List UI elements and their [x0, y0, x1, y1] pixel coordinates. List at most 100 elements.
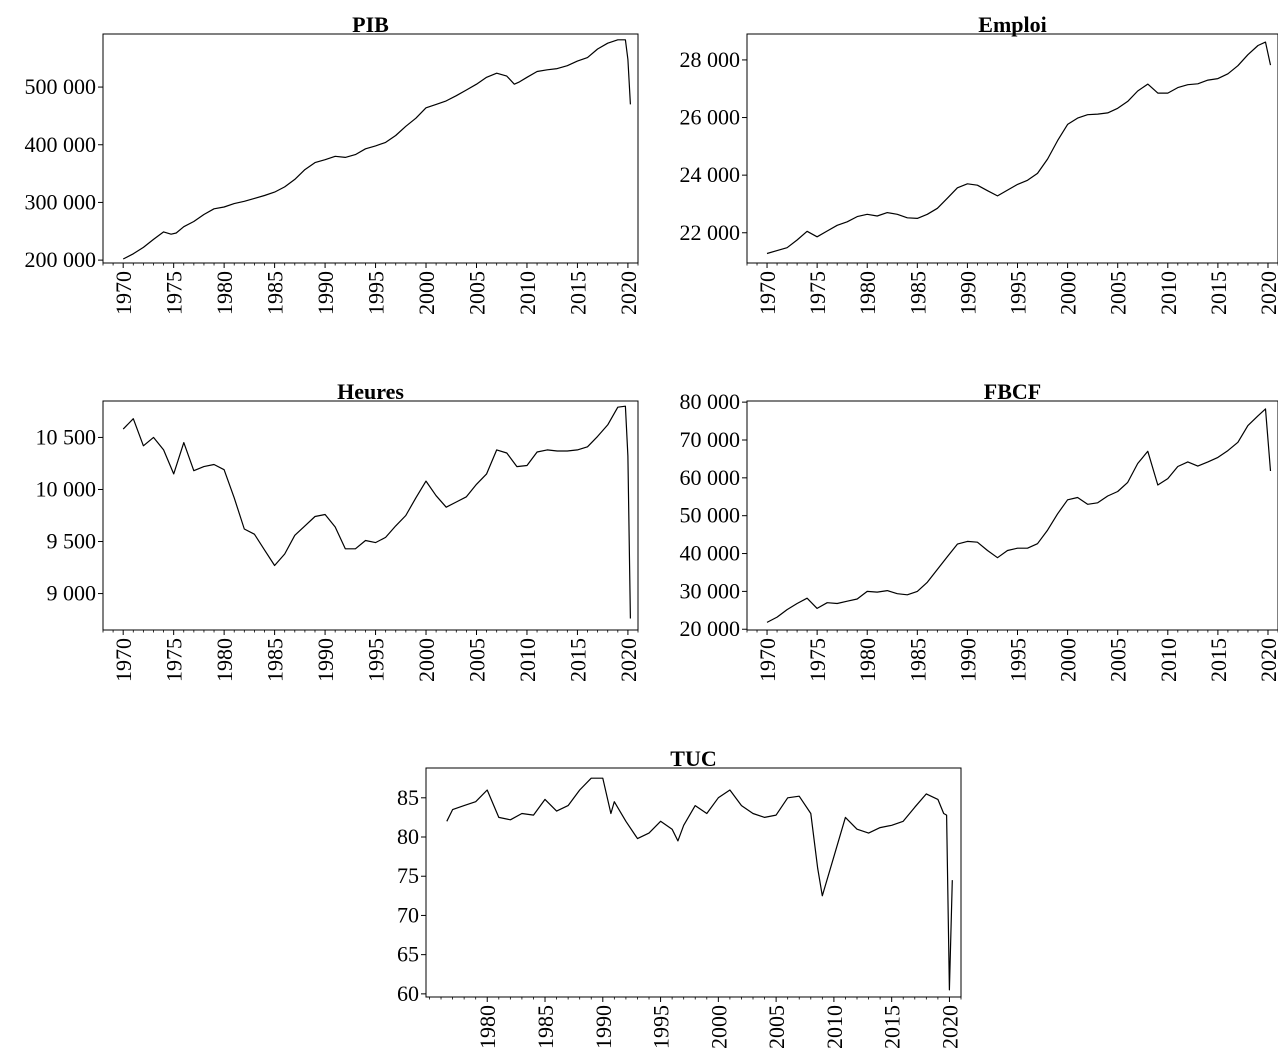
heures-title: Heures — [337, 379, 404, 404]
heures-x-tick-label: 2005 — [464, 638, 489, 682]
fbcf-y-tick-label: 30 000 — [680, 578, 741, 603]
panels: PIB 1970 1975 1980 1985 1990 1995 2000 2005 2010 2… — [25, 12, 1278, 1049]
emploi-x-tick-label: 2005 — [1106, 271, 1131, 315]
pib-x-tick-label: 2010 — [515, 271, 540, 315]
emploi-y-tick-label: 24 000 — [680, 162, 741, 187]
emploi-x-tick-label: 1995 — [1006, 271, 1031, 315]
heures-series-line — [122, 405, 631, 619]
tuc-y-tick-label: 70 — [397, 902, 419, 927]
heures-x-tick-label: 2015 — [565, 638, 590, 682]
fbcf-x-tick-label: 1990 — [955, 638, 980, 682]
emploi-y-tick-label: 22 000 — [680, 220, 741, 245]
tuc-chart: TUC 1980 1985 1990 1995 2000 2005 2010 2015 2020 6… — [397, 746, 962, 1049]
pib-y-tick-label: 500 000 — [25, 74, 97, 99]
tuc-x-tick-label: 2000 — [706, 1005, 731, 1049]
emploi-x-tick-label: 1970 — [755, 271, 780, 315]
emploi-axes-frame — [746, 33, 1278, 264]
emploi-x-tick-label: 1980 — [855, 271, 880, 315]
fbcf-x-tick-label: 1980 — [855, 638, 880, 682]
emploi-title: Emploi — [978, 12, 1046, 37]
tuc-y-tick-label: 60 — [397, 981, 419, 1006]
heures-x-tick-label: 1995 — [364, 638, 389, 682]
heures-x-tick-label: 1970 — [111, 638, 136, 682]
tuc-axes-frame — [425, 767, 962, 998]
heures-axes-frame — [102, 400, 639, 631]
tuc-title: TUC — [670, 746, 716, 771]
fbcf-x-tick-label: 2005 — [1106, 638, 1131, 682]
heures-x-tick-label: 2010 — [515, 638, 540, 682]
heures-x-tick-label: 2020 — [616, 638, 641, 682]
pib-series-line — [122, 39, 631, 260]
fbcf-series-line — [766, 408, 1272, 623]
fbcf-y-tick-label: 20 000 — [680, 616, 741, 641]
emploi-x-tick-label: 1985 — [905, 271, 930, 315]
heures-y-tick-label: 10 500 — [36, 424, 97, 449]
emploi-y-tick-label: 28 000 — [680, 47, 741, 72]
fbcf-title: FBCF — [984, 379, 1041, 404]
fbcf-x-tick-label: 2000 — [1056, 638, 1081, 682]
fbcf-x-tick-label: 1985 — [905, 638, 930, 682]
pib-x-tick-label: 1985 — [263, 271, 288, 315]
tuc-x-tick-label: 1990 — [591, 1005, 616, 1049]
emploi-x-tick-label: 2020 — [1256, 271, 1278, 315]
emploi-chart: Emploi 1970 1975 1980 1985 1990 1995 2000 2005 20… — [680, 12, 1278, 315]
pib-x-tick-label: 1995 — [364, 271, 389, 315]
pib-x-tick-label: 2000 — [414, 271, 439, 315]
fbcf-x-tick-label: 2015 — [1206, 638, 1231, 682]
pib-y-tick-label: 400 000 — [25, 132, 97, 157]
pib-axes-frame — [102, 33, 639, 264]
tuc-y-tick-label: 75 — [397, 863, 419, 888]
heures-y-tick-label: 9 000 — [47, 581, 97, 606]
heures-chart: Heures 1970 1975 1980 1985 1990 1995 2000 2005 20… — [36, 379, 641, 682]
fbcf-x-tick-label: 1995 — [1006, 638, 1031, 682]
tuc-series-line — [446, 777, 953, 991]
tuc-x-tick-label: 1980 — [475, 1005, 500, 1049]
pib-x-tick-label: 1990 — [313, 271, 338, 315]
fbcf-y-tick-label: 60 000 — [680, 465, 741, 490]
pib-title: PIB — [352, 12, 389, 37]
tuc-x-tick-label: 1985 — [533, 1005, 558, 1049]
tuc-y-tick-label: 85 — [397, 785, 419, 810]
tuc-x-tick-label: 2015 — [880, 1005, 905, 1049]
fbcf-y-tick-label: 50 000 — [680, 503, 741, 528]
fbcf-x-tick-label: 2010 — [1156, 638, 1181, 682]
tuc-x-tick-label: 2005 — [764, 1005, 789, 1049]
tuc-y-tick-label: 65 — [397, 942, 419, 967]
pib-chart: PIB 1970 1975 1980 1985 1990 1995 2000 2005 2010 2… — [25, 12, 641, 315]
heures-x-tick-label: 1985 — [263, 638, 288, 682]
pib-x-tick-label: 1980 — [212, 271, 237, 315]
fbcf-y-tick-label: 70 000 — [680, 427, 741, 452]
fbcf-chart: FBCF 1970 1975 1980 1985 1990 1995 2000 2005 2010… — [680, 379, 1278, 682]
emploi-x-tick-label: 1990 — [955, 271, 980, 315]
fbcf-y-tick-label: 40 000 — [680, 541, 741, 566]
emploi-x-tick-label: 1975 — [805, 271, 830, 315]
tuc-x-tick-label: 1995 — [649, 1005, 674, 1049]
emploi-series-line — [766, 41, 1272, 255]
heures-y-tick-label: 9 500 — [47, 529, 97, 554]
tuc-x-tick-label: 2010 — [822, 1005, 847, 1049]
emploi-x-tick-label: 2010 — [1156, 271, 1181, 315]
emploi-y-tick-label: 26 000 — [680, 105, 741, 130]
pib-y-tick-label: 200 000 — [25, 247, 97, 272]
pib-y-tick-label: 300 000 — [25, 189, 97, 214]
emploi-x-tick-label: 2015 — [1206, 271, 1231, 315]
pib-x-tick-label: 2005 — [464, 271, 489, 315]
heures-y-tick-label: 10 000 — [36, 476, 97, 501]
tuc-y-tick-label: 80 — [397, 824, 419, 849]
tuc-x-tick-label: 2020 — [937, 1005, 962, 1049]
heures-x-tick-label: 2000 — [414, 638, 439, 682]
fbcf-x-tick-label: 2020 — [1256, 638, 1278, 682]
heures-x-tick-label: 1975 — [162, 638, 187, 682]
heures-x-tick-label: 1980 — [212, 638, 237, 682]
fbcf-x-tick-label: 1975 — [805, 638, 830, 682]
heures-x-tick-label: 1990 — [313, 638, 338, 682]
emploi-x-tick-label: 2000 — [1056, 271, 1081, 315]
pib-x-tick-label: 2015 — [565, 271, 590, 315]
pib-x-tick-label: 1975 — [162, 271, 187, 315]
pib-x-tick-label: 1970 — [111, 271, 136, 315]
fbcf-y-tick-label: 80 000 — [680, 389, 741, 414]
pib-x-tick-label: 2020 — [616, 271, 641, 315]
fbcf-x-tick-label: 1970 — [755, 638, 780, 682]
